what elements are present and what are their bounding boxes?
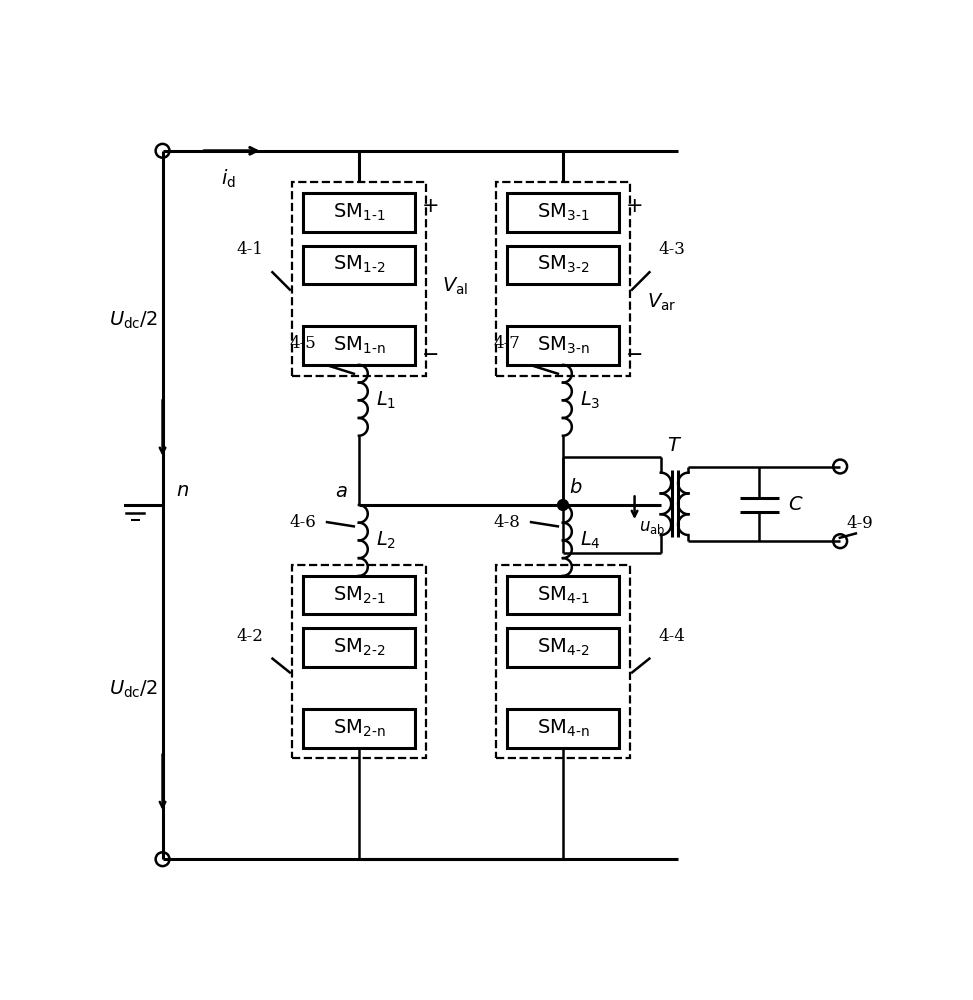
Bar bbox=[303, 246, 414, 284]
Text: $V_{\rm ar}$: $V_{\rm ar}$ bbox=[646, 291, 676, 313]
Text: $L_4$: $L_4$ bbox=[580, 530, 600, 551]
Bar bbox=[507, 576, 619, 614]
Text: 4-9: 4-9 bbox=[847, 515, 873, 532]
Text: $i_{\rm d}$: $i_{\rm d}$ bbox=[221, 168, 235, 190]
Text: $\mathrm{SM}_{2\text{-}1}$: $\mathrm{SM}_{2\text{-}1}$ bbox=[333, 584, 385, 606]
Bar bbox=[303, 709, 414, 748]
Text: $L_1$: $L_1$ bbox=[376, 390, 396, 411]
Bar bbox=[496, 565, 630, 758]
Text: $\mathrm{SM}_{3\text{-n}}$: $\mathrm{SM}_{3\text{-n}}$ bbox=[537, 335, 590, 356]
Text: 4-5: 4-5 bbox=[290, 335, 316, 352]
Text: 4-8: 4-8 bbox=[493, 514, 521, 531]
Text: $a$: $a$ bbox=[335, 483, 347, 501]
Text: 4-4: 4-4 bbox=[659, 628, 685, 645]
Text: $U_{\rm dc}/2$: $U_{\rm dc}/2$ bbox=[109, 679, 158, 700]
Bar bbox=[507, 246, 619, 284]
Text: 4-7: 4-7 bbox=[493, 335, 521, 352]
Text: $C$: $C$ bbox=[788, 496, 804, 514]
Bar bbox=[303, 576, 414, 614]
Text: $\mathrm{SM}_{1\text{-}1}$: $\mathrm{SM}_{1\text{-}1}$ bbox=[333, 202, 385, 223]
Text: 4-6: 4-6 bbox=[290, 514, 316, 531]
Text: $\mathrm{SM}_{1\text{-n}}$: $\mathrm{SM}_{1\text{-n}}$ bbox=[333, 335, 385, 356]
Text: $T$: $T$ bbox=[667, 437, 682, 455]
Bar bbox=[303, 326, 414, 365]
Circle shape bbox=[558, 500, 568, 510]
Text: $-$: $-$ bbox=[625, 344, 642, 363]
Bar bbox=[292, 565, 425, 758]
Text: $n$: $n$ bbox=[176, 482, 190, 500]
Text: $\mathrm{SM}_{2\text{-}2}$: $\mathrm{SM}_{2\text{-}2}$ bbox=[333, 637, 385, 658]
Text: $U_{\rm dc}/2$: $U_{\rm dc}/2$ bbox=[109, 310, 158, 331]
Text: $+$: $+$ bbox=[421, 197, 438, 216]
Text: $\mathrm{SM}_{1\text{-}2}$: $\mathrm{SM}_{1\text{-}2}$ bbox=[333, 254, 385, 275]
Bar bbox=[507, 193, 619, 232]
Text: $+$: $+$ bbox=[625, 197, 642, 216]
Bar bbox=[507, 326, 619, 365]
Text: $u_{\rm ab}$: $u_{\rm ab}$ bbox=[639, 519, 666, 536]
Text: $\mathrm{SM}_{2\text{-n}}$: $\mathrm{SM}_{2\text{-n}}$ bbox=[333, 718, 385, 739]
Text: $L_2$: $L_2$ bbox=[376, 530, 396, 551]
Bar bbox=[507, 709, 619, 748]
Text: $\mathrm{SM}_{4\text{-n}}$: $\mathrm{SM}_{4\text{-n}}$ bbox=[537, 718, 590, 739]
Text: $V_{\rm al}$: $V_{\rm al}$ bbox=[443, 276, 469, 297]
Bar bbox=[496, 182, 630, 376]
Text: $L_3$: $L_3$ bbox=[580, 390, 600, 411]
Text: 4-1: 4-1 bbox=[236, 241, 264, 258]
Text: $-$: $-$ bbox=[421, 344, 438, 363]
Text: $\mathrm{SM}_{4\text{-}2}$: $\mathrm{SM}_{4\text{-}2}$ bbox=[537, 637, 589, 658]
Text: $\mathrm{SM}_{3\text{-}2}$: $\mathrm{SM}_{3\text{-}2}$ bbox=[537, 254, 589, 275]
Bar bbox=[303, 628, 414, 667]
Bar bbox=[292, 182, 425, 376]
Text: $\mathrm{SM}_{3\text{-}1}$: $\mathrm{SM}_{3\text{-}1}$ bbox=[537, 202, 589, 223]
Bar bbox=[303, 193, 414, 232]
Text: 4-3: 4-3 bbox=[659, 241, 685, 258]
Text: $b$: $b$ bbox=[569, 478, 583, 497]
Bar bbox=[507, 628, 619, 667]
Text: $\mathrm{SM}_{4\text{-}1}$: $\mathrm{SM}_{4\text{-}1}$ bbox=[537, 584, 589, 606]
Text: 4-2: 4-2 bbox=[236, 628, 264, 645]
